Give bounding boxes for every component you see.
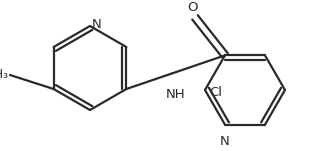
Text: Cl: Cl [209,85,222,98]
Text: CH₃: CH₃ [0,69,8,82]
Text: N: N [92,19,102,32]
Text: NH: NH [166,88,185,101]
Text: N: N [220,135,230,148]
Text: O: O [188,1,198,14]
